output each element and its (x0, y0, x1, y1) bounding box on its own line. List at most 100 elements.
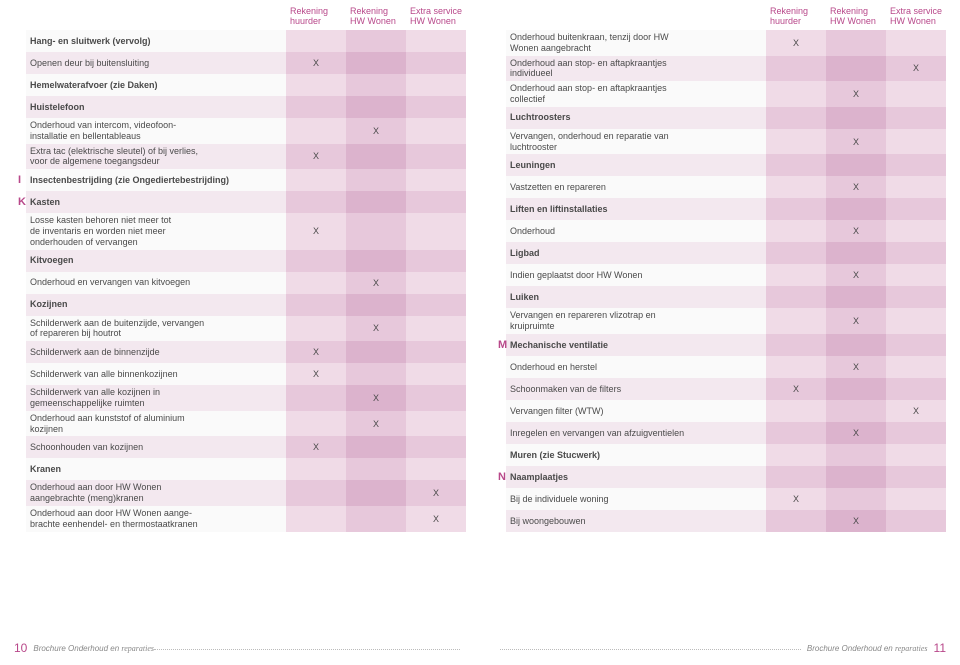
section-letter (14, 436, 26, 458)
mark-cell (406, 363, 466, 385)
mark-cell (886, 129, 946, 155)
section-letter (494, 242, 506, 264)
mark-cell (406, 52, 466, 74)
mark-cell: X (766, 30, 826, 56)
mark-cell: X (826, 81, 886, 107)
mark-cell: X (346, 118, 406, 144)
row-heading: Kranen (26, 458, 286, 480)
mark-cell (886, 220, 946, 242)
mark-cell (826, 30, 886, 56)
mark-cell (826, 286, 886, 308)
section-letter: K (14, 191, 26, 213)
mark-cell (286, 506, 346, 532)
section-letter (14, 385, 26, 411)
mark-cell (766, 198, 826, 220)
mark-cell (286, 411, 346, 437)
section-letter (494, 378, 506, 400)
mark-cell (886, 466, 946, 488)
section-letter (494, 107, 506, 129)
mark-cell (886, 198, 946, 220)
mark-cell (406, 74, 466, 96)
mark-cell (346, 96, 406, 118)
row-label: Onderhoud aan stop- en aftapkraantjes co… (506, 81, 766, 107)
row-label: Bij woongebouwen (506, 510, 766, 532)
row-label: Onderhoud aan stop- en aftapkraantjes in… (506, 56, 766, 82)
mark-cell (286, 30, 346, 52)
section-letter (14, 363, 26, 385)
mark-cell (286, 191, 346, 213)
mark-cell: X (826, 308, 886, 334)
col-header-3b: Extra service HW Wonen (886, 4, 946, 30)
row-heading: Huistelefoon (26, 96, 286, 118)
mark-cell (886, 378, 946, 400)
mark-cell (826, 488, 886, 510)
footer-caption-right: Brochure Onderhoud en reparaties (807, 644, 928, 653)
mark-cell (286, 316, 346, 342)
mark-cell: X (826, 129, 886, 155)
row-heading: Ligbad (506, 242, 766, 264)
footer-caption-left: Brochure Onderhoud en reparaties (33, 644, 154, 653)
section-letter (14, 316, 26, 342)
mark-cell (406, 118, 466, 144)
mark-cell (886, 286, 946, 308)
mark-cell (346, 294, 406, 316)
col-header-2: Rekening HW Wonen (346, 4, 406, 30)
mark-cell (346, 341, 406, 363)
row-label: Openen deur bij buitensluiting (26, 52, 286, 74)
row-label: Extra tac (elektrische sleutel) of bij v… (26, 144, 286, 170)
col-header-1: Rekening huurder (286, 4, 346, 30)
mark-cell (286, 458, 346, 480)
mark-cell (826, 56, 886, 82)
mark-cell (346, 213, 406, 249)
row-label: Vervangen en repareren vlizotrap en krui… (506, 308, 766, 334)
section-letter (14, 52, 26, 74)
section-letter (494, 264, 506, 286)
mark-cell (826, 154, 886, 176)
mark-cell (766, 242, 826, 264)
section-letter (14, 144, 26, 170)
footer-right: Brochure Onderhoud en reparaties 11 (494, 641, 946, 655)
row-label: Schilderwerk van alle binnenkozijnen (26, 363, 286, 385)
mark-cell (286, 385, 346, 411)
mark-cell (886, 510, 946, 532)
mark-cell (886, 107, 946, 129)
row-label: Onderhoud (506, 220, 766, 242)
mark-cell (406, 96, 466, 118)
mark-cell (886, 176, 946, 198)
mark-cell (346, 436, 406, 458)
mark-cell: X (766, 378, 826, 400)
mark-cell (766, 510, 826, 532)
row-heading: Kitvoegen (26, 250, 286, 272)
section-letter (14, 506, 26, 532)
section-letter (494, 176, 506, 198)
mark-cell (286, 480, 346, 506)
section-letter (14, 480, 26, 506)
mark-cell: X (406, 480, 466, 506)
mark-cell (766, 81, 826, 107)
mark-cell (406, 213, 466, 249)
mark-cell (826, 378, 886, 400)
section-letter (14, 458, 26, 480)
section-letter (14, 96, 26, 118)
col-header-2b: Rekening HW Wonen (826, 4, 886, 30)
row-heading: Luiken (506, 286, 766, 308)
mark-cell: X (826, 356, 886, 378)
row-label: Onderhoud en herstel (506, 356, 766, 378)
mark-cell (286, 250, 346, 272)
mark-cell (406, 385, 466, 411)
row-heading: Leuningen (506, 154, 766, 176)
mark-cell (766, 176, 826, 198)
mark-cell (346, 506, 406, 532)
mark-cell (766, 154, 826, 176)
mark-cell: X (346, 272, 406, 294)
footer-left: 10 Brochure Onderhoud en reparaties (14, 641, 466, 655)
row-label: Onderhoud aan door HW Wonen aange- brach… (26, 506, 286, 532)
page-num-left: 10 (14, 641, 27, 655)
mark-cell (886, 308, 946, 334)
left-table: Rekening huurder Rekening HW Wonen Extra… (14, 4, 466, 532)
row-label: Schilderwerk aan de binnenzijde (26, 341, 286, 363)
section-letter: N (494, 466, 506, 488)
mark-cell (766, 422, 826, 444)
mark-cell (886, 488, 946, 510)
mark-cell (346, 74, 406, 96)
